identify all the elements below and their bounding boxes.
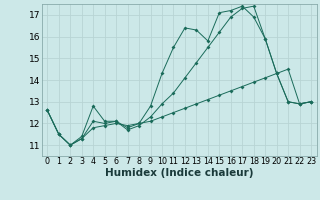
X-axis label: Humidex (Indice chaleur): Humidex (Indice chaleur): [105, 168, 253, 178]
